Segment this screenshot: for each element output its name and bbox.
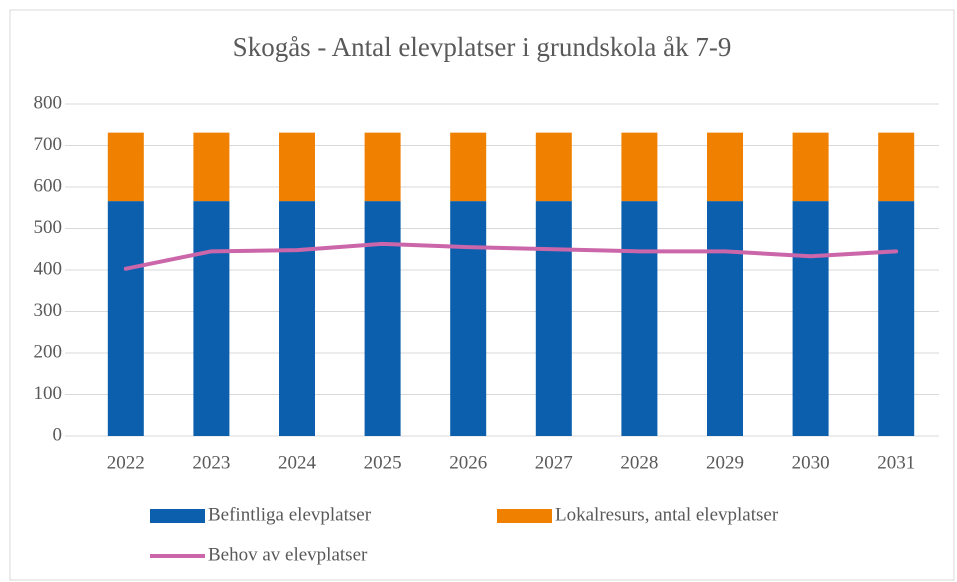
bar: [878, 201, 915, 436]
line: [123, 241, 899, 271]
bar: [193, 132, 230, 202]
legend-label: Behov av elevplatser: [208, 544, 368, 565]
bar: [792, 201, 829, 436]
bar: [535, 132, 572, 202]
y-tick-label: 300: [34, 300, 63, 321]
legend-swatch: [497, 509, 552, 523]
x-tick-label: 2023: [192, 452, 230, 473]
legend-label: Befintliga elevplatser: [208, 504, 372, 525]
chart-title: Skogås - Antal elevplatser i grundskola …: [233, 32, 732, 62]
bar: [792, 132, 829, 202]
bar: [193, 201, 230, 436]
y-tick-label: 200: [34, 341, 63, 362]
y-tick-label: 500: [34, 217, 63, 238]
y-tick-label: 100: [34, 383, 63, 404]
bar: [107, 132, 144, 202]
legend-label: Lokalresurs, antal elevplatser: [555, 504, 779, 525]
y-tick-label: 400: [34, 258, 63, 279]
bar: [279, 201, 315, 436]
bar: [450, 132, 487, 202]
x-tick-label: 2025: [364, 452, 402, 473]
x-tick-label: 2027: [535, 452, 573, 473]
x-tick-label: 2030: [792, 452, 830, 473]
y-tick-label: 0: [53, 424, 63, 445]
bar: [107, 201, 144, 436]
x-tick-label: 2029: [706, 452, 744, 473]
y-tick-label: 600: [34, 175, 63, 196]
bar: [364, 132, 401, 202]
x-tick-label: 2024: [278, 452, 317, 473]
bar: [878, 132, 915, 202]
bar: [621, 201, 658, 436]
x-tick-label: 2022: [107, 452, 145, 473]
x-tick-label: 2031: [877, 452, 915, 473]
x-tick-label: 2026: [449, 452, 487, 473]
bar: [364, 201, 401, 436]
y-tick-label: 700: [34, 134, 63, 155]
y-tick-label: 800: [34, 92, 63, 113]
x-tick-label: 2028: [620, 452, 658, 473]
bar: [621, 132, 658, 202]
bar: [707, 132, 743, 202]
bar: [279, 132, 315, 202]
legend-swatch: [150, 509, 205, 523]
bar: [450, 201, 487, 436]
bar: [707, 201, 743, 436]
bar: [535, 201, 572, 436]
